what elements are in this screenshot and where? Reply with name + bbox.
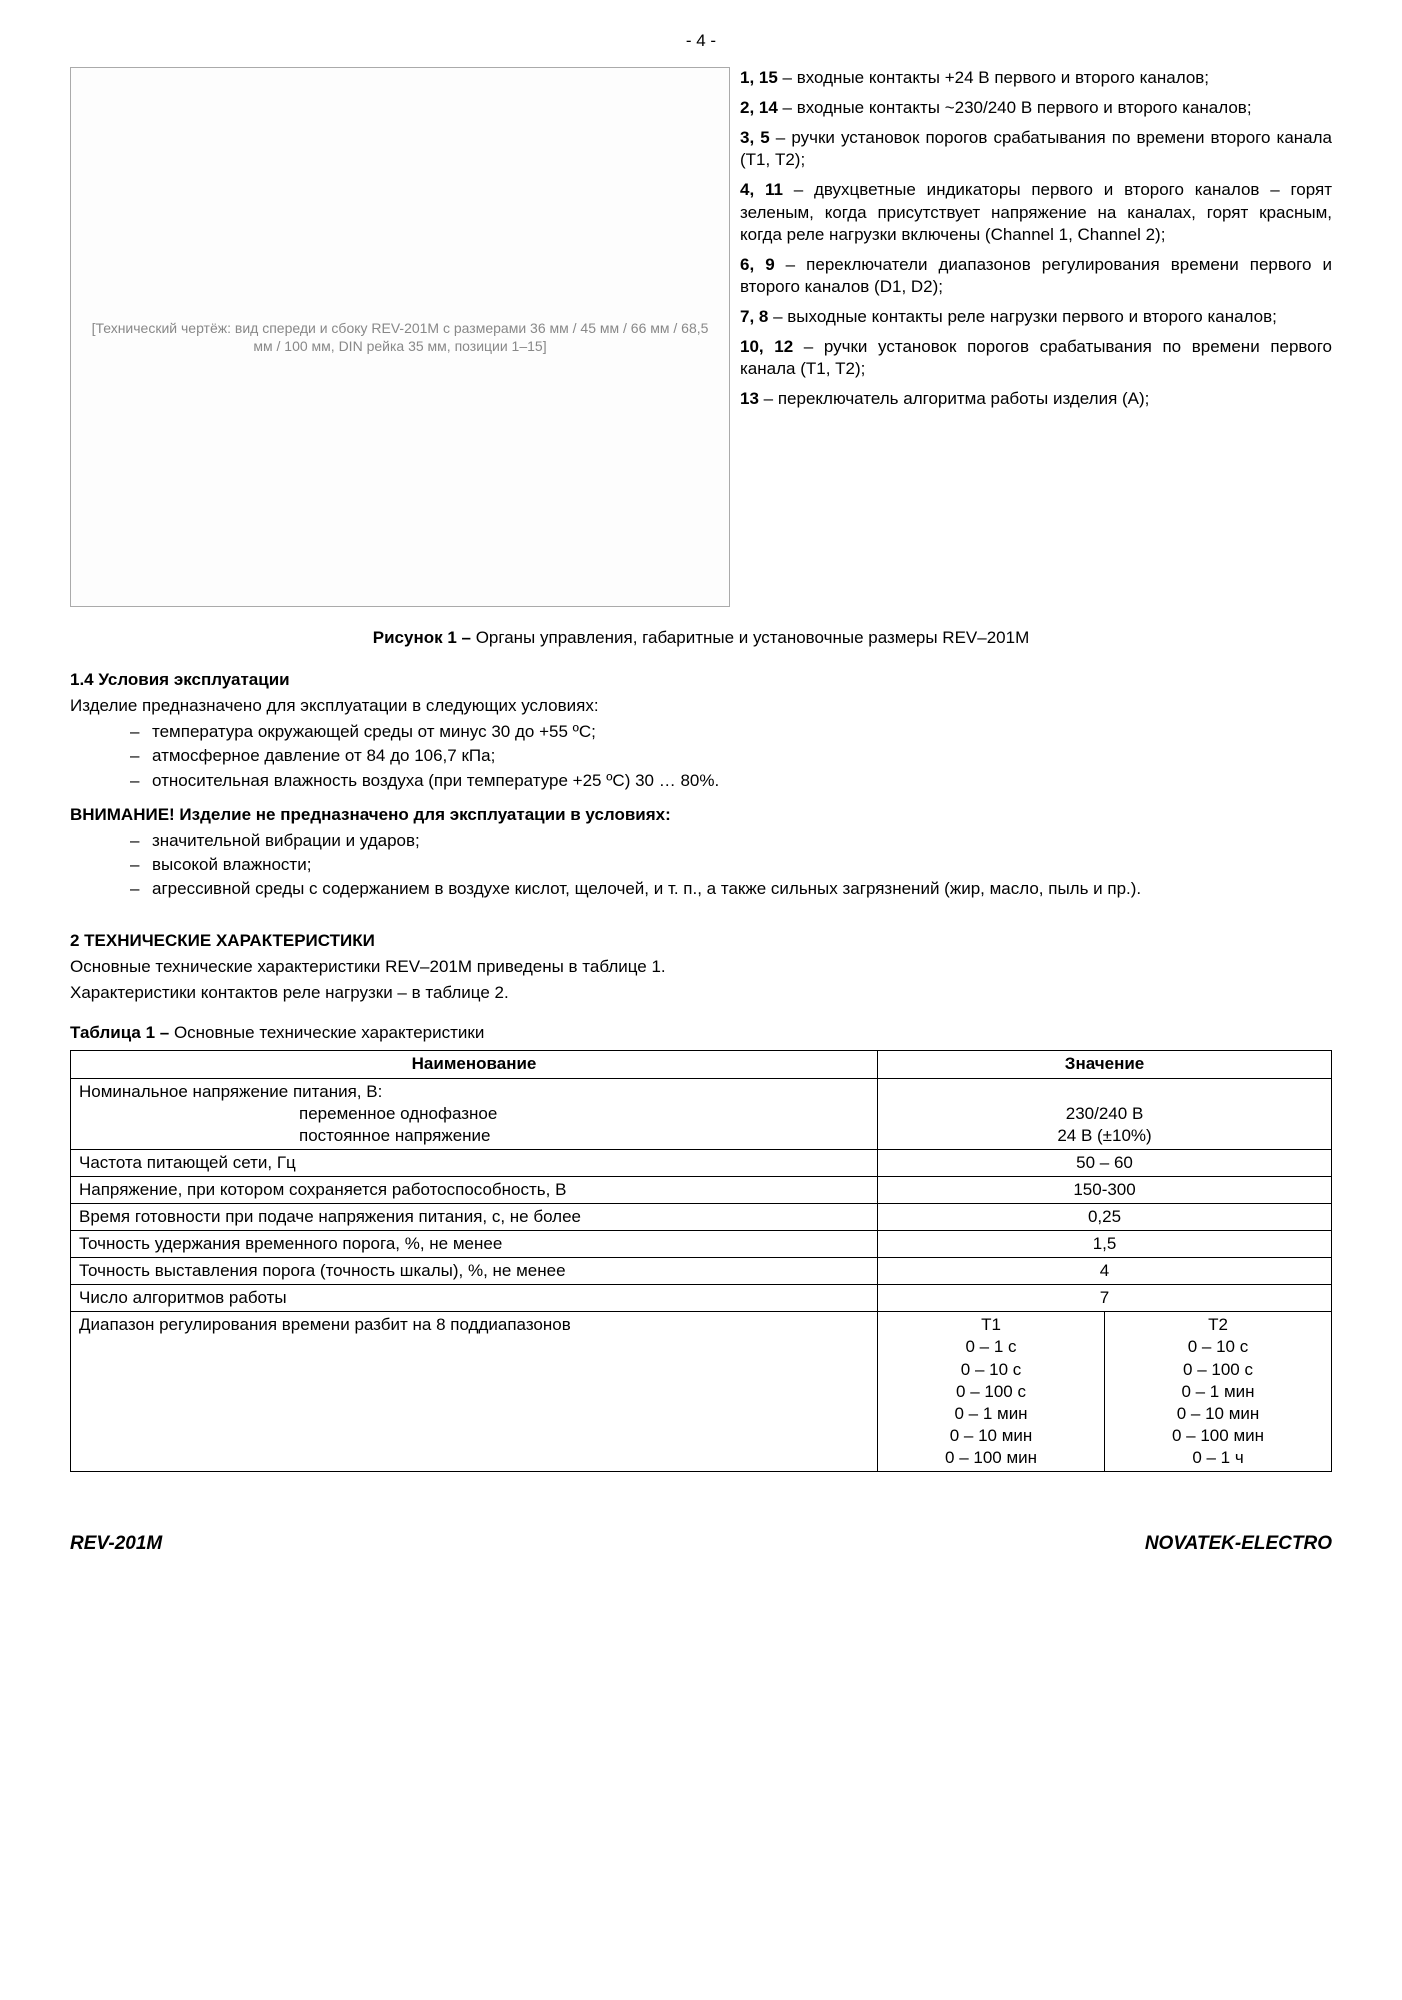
td-value: 50 – 60 <box>878 1149 1332 1176</box>
td-value: 150-300 <box>878 1176 1332 1203</box>
table-row: Число алгоритмов работы 7 <box>71 1285 1332 1312</box>
td-value: 4 <box>878 1258 1332 1285</box>
legend-item: 3, 5 – ручки установок порогов срабатыва… <box>740 127 1332 171</box>
table-row: Точность выставления порога (точность шк… <box>71 1258 1332 1285</box>
list-item: атмосферное давление от 84 до 106,7 кПа; <box>130 745 1332 767</box>
td-name: Напряжение, при котором сохраняется рабо… <box>71 1176 878 1203</box>
td-value: 7 <box>878 1285 1332 1312</box>
td-name: Точность удержания временного порога, %,… <box>71 1231 878 1258</box>
section-2-p2: Характеристики контактов реле нагрузки –… <box>70 982 1332 1004</box>
th-value: Значение <box>878 1051 1332 1078</box>
list-item: относительная влажность воздуха (при тем… <box>130 770 1332 792</box>
legend-column: 1, 15 – входные контакты +24 В первого и… <box>740 67 1332 607</box>
table-header-row: Наименование Значение <box>71 1051 1332 1078</box>
footer-left: REV-201M <box>70 1532 162 1557</box>
td-t2: Т2 0 – 10 с 0 – 100 с 0 – 1 мин 0 – 10 м… <box>1105 1312 1332 1472</box>
td-name: Номинальное напряжение питания, В: перем… <box>71 1078 878 1149</box>
td-value: 0,25 <box>878 1203 1332 1230</box>
conditions-list: температура окружающей среды от минус 30… <box>70 721 1332 791</box>
figures-column: [Технический чертёж: вид спереди и сбоку… <box>70 67 730 607</box>
top-section: [Технический чертёж: вид спереди и сбоку… <box>70 67 1332 607</box>
page-number: - 4 - <box>70 30 1332 52</box>
th-name: Наименование <box>71 1051 878 1078</box>
page-footer: REV-201M NOVATEK-ELECTRO <box>70 1532 1332 1557</box>
list-item: высокой влажности; <box>130 854 1332 876</box>
list-item: температура окружающей среды от минус 30… <box>130 721 1332 743</box>
td-name: Точность выставления порога (точность шк… <box>71 1258 878 1285</box>
td-value: 1,5 <box>878 1231 1332 1258</box>
table-row: Напряжение, при котором сохраняется рабо… <box>71 1176 1332 1203</box>
table-1-caption: Таблица 1 – Основные технические характе… <box>70 1022 1332 1044</box>
footer-right: NOVATEK-ELECTRO <box>1145 1532 1332 1557</box>
legend-item: 1, 15 – входные контакты +24 В первого и… <box>740 67 1332 89</box>
legend-item: 10, 12 – ручки установок порогов срабаты… <box>740 336 1332 380</box>
section-2-p1: Основные технические характеристики REV–… <box>70 956 1332 978</box>
legend-item: 4, 11 – двухцветные индикаторы первого и… <box>740 179 1332 245</box>
table-row: Номинальное напряжение питания, В: перем… <box>71 1078 1332 1149</box>
td-name: Время готовности при подаче напряжения п… <box>71 1203 878 1230</box>
td-t1: Т1 0 – 1 с 0 – 10 с 0 – 100 с 0 – 1 мин … <box>878 1312 1105 1472</box>
figure-1-drawing: [Технический чертёж: вид спереди и сбоку… <box>70 67 730 607</box>
legend-item: 6, 9 – переключатели диапазонов регулиро… <box>740 254 1332 298</box>
section-1-4-intro: Изделие предназначено для эксплуатации в… <box>70 695 1332 717</box>
table-row: Время готовности при подаче напряжения п… <box>71 1203 1332 1230</box>
td-name: Диапазон регулирования времени разбит на… <box>71 1312 878 1472</box>
table-row: Точность удержания временного порога, %,… <box>71 1231 1332 1258</box>
table-row: Диапазон регулирования времени разбит на… <box>71 1312 1332 1472</box>
warning-list: значительной вибрации и ударов; высокой … <box>70 830 1332 900</box>
list-item: агрессивной среды с содержанием в воздух… <box>130 878 1332 900</box>
td-name: Число алгоритмов работы <box>71 1285 878 1312</box>
td-name: Частота питающей сети, Гц <box>71 1149 878 1176</box>
table-row: Частота питающей сети, Гц 50 – 60 <box>71 1149 1332 1176</box>
section-2-heading: 2 ТЕХНИЧЕСКИЕ ХАРАКТЕРИСТИКИ <box>70 930 1332 952</box>
legend-item: 13 – переключатель алгоритма работы изде… <box>740 388 1332 410</box>
figure-1-caption: Рисунок 1 – Органы управления, габаритны… <box>70 627 1332 649</box>
section-1-4-heading: 1.4 Условия эксплуатации <box>70 669 1332 691</box>
list-item: значительной вибрации и ударов; <box>130 830 1332 852</box>
legend-item: 7, 8 – выходные контакты реле нагрузки п… <box>740 306 1332 328</box>
table-1: Наименование Значение Номинальное напряж… <box>70 1050 1332 1472</box>
td-value: 230/240 В 24 В (±10%) <box>878 1078 1332 1149</box>
warning-heading: ВНИМАНИЕ! Изделие не предназначено для э… <box>70 804 1332 826</box>
legend-item: 2, 14 – входные контакты ~230/240 В перв… <box>740 97 1332 119</box>
